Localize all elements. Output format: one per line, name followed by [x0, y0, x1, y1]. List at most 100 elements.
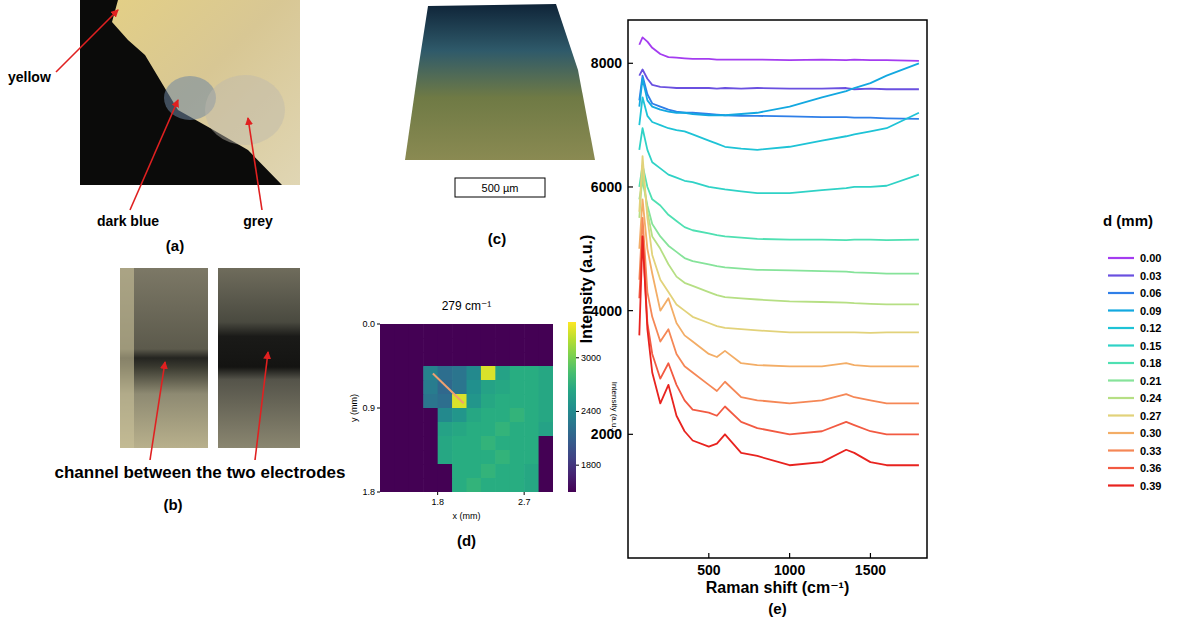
annotation: channel between the two electrodes [55, 463, 346, 482]
legend-swatch [1108, 344, 1134, 346]
heatmap-cell [495, 478, 510, 492]
photo-background [80, 0, 300, 185]
annotation: dark blue [97, 213, 159, 229]
tick [870, 553, 871, 558]
heatmap-cell [409, 366, 424, 381]
heatmap-cell [539, 324, 553, 339]
heatmap-cell [423, 352, 438, 367]
heatmap-cell [409, 352, 424, 367]
heatmap-cell [394, 352, 409, 367]
heatmap-cell [539, 478, 553, 492]
axis-title: Raman shift (cm⁻¹) [706, 579, 850, 596]
heatmap-cell [394, 478, 409, 492]
photo-a [80, 0, 300, 185]
heatmap-cell [467, 338, 482, 353]
heatmap-cell [438, 324, 453, 339]
heatmap-cell [495, 366, 510, 381]
colorbar-tick [576, 357, 579, 358]
heatmap-cell [539, 352, 553, 367]
spectrum-line [639, 172, 919, 305]
heatmap-cell [495, 422, 510, 437]
heatmap-cell [380, 338, 395, 353]
legend-label: 0.36 [1140, 462, 1161, 474]
heatmap-cell [481, 394, 496, 409]
heatmap-cell [481, 464, 496, 479]
heatmap-cell [380, 366, 395, 381]
legend-swatch [1108, 257, 1134, 259]
panel-label: (d) [457, 532, 476, 549]
heatmap-cell [510, 436, 525, 451]
heatmap-cell [481, 380, 496, 395]
heatmap-cell [423, 380, 438, 395]
heatmap-cell [394, 464, 409, 479]
heatmap-cell [452, 352, 467, 367]
tick-label: 1800 [581, 460, 601, 470]
heatmap-cell [409, 450, 424, 465]
spectrum-line [639, 37, 919, 61]
heatmap-cell [467, 464, 482, 479]
heatmap-cell [394, 380, 409, 395]
heatmap-cell [495, 436, 510, 451]
heatmap-cell [495, 324, 510, 339]
heatmap-cell [409, 478, 424, 492]
heatmap-cell [452, 450, 467, 465]
tick [628, 63, 633, 64]
tick [628, 186, 633, 187]
scale-bar: 500 µm [482, 182, 519, 194]
heatmap-cell [452, 408, 467, 423]
heatmap-cell [438, 450, 453, 465]
legend-swatch [1108, 484, 1134, 486]
legend-label: 0.27 [1140, 410, 1161, 422]
tick-label: 1000 [774, 562, 805, 578]
panel-label: (a) [166, 237, 184, 254]
tick [437, 492, 438, 495]
heatmap-cell [438, 352, 453, 367]
heatmap-cell [409, 464, 424, 479]
arrow [150, 362, 165, 460]
heatmap-cell [539, 366, 553, 381]
heatmap-cell [539, 408, 553, 423]
heatmap-cell [394, 324, 409, 339]
heatmap-cell [452, 394, 467, 409]
tick [377, 492, 380, 493]
heatmap-cell [423, 408, 438, 423]
tick [789, 553, 790, 558]
scale-bar-box [455, 178, 545, 197]
legend-label: 0.03 [1140, 270, 1161, 282]
panel-label: (c) [488, 230, 506, 247]
heatmap-cell [524, 408, 539, 423]
legend-title: d (mm) [1103, 212, 1153, 229]
spectrum-line [639, 236, 919, 465]
heatmap-cell [380, 436, 395, 451]
heatmap-cell [380, 408, 395, 423]
heatmap-cell [510, 394, 525, 409]
profile-line [433, 373, 464, 403]
spectra [639, 37, 919, 465]
heatmap-cell [452, 464, 467, 479]
heatmap-cell [394, 408, 409, 423]
heatmap-cell [495, 338, 510, 353]
legend-label: 0.00 [1140, 252, 1161, 264]
heatmap-cell [481, 422, 496, 437]
heatmap-cell [510, 478, 525, 492]
heatmap-cell [481, 324, 496, 339]
spectrum-line [639, 218, 919, 404]
legend-swatch [1108, 432, 1134, 434]
legend-label: 0.12 [1140, 322, 1161, 334]
heatmap-cell [452, 380, 467, 395]
tick-label: 1.8 [431, 497, 444, 507]
axis-title: x (mm) [453, 511, 481, 521]
heatmap-cell [495, 464, 510, 479]
heatmap-cell [452, 324, 467, 339]
heatmap-cell [380, 352, 395, 367]
panel-label: (b) [163, 496, 182, 513]
heatmap-cell [467, 352, 482, 367]
heatmap-cell [467, 450, 482, 465]
heatmap-cell [409, 380, 424, 395]
heatmap-cell [495, 380, 510, 395]
tick [628, 310, 633, 311]
heatmap-cell [510, 422, 525, 437]
legend-label: 0.30 [1140, 427, 1161, 439]
photo-b-edge [120, 268, 134, 448]
tick-label: 2.7 [518, 497, 531, 507]
